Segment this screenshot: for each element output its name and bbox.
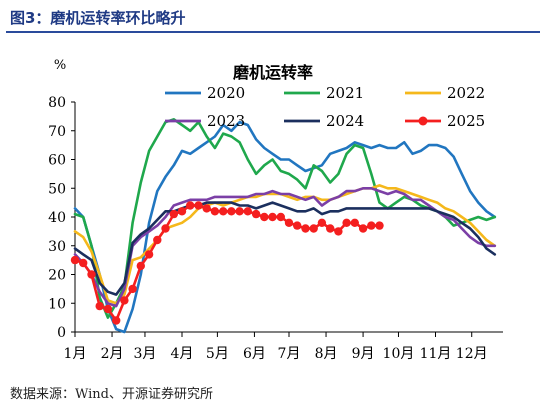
data-point-2025	[87, 270, 96, 279]
data-point-2025	[260, 212, 269, 222]
series-line-2022	[73, 184, 497, 305]
x-tick-label: 10月	[383, 346, 415, 362]
data-point-2025	[342, 218, 351, 227]
data-point-2025	[194, 201, 203, 210]
series-line-2023	[73, 187, 497, 308]
x-tick-label: 7月	[278, 346, 301, 362]
y-tick-label: 60	[48, 153, 66, 169]
x-tick-label: 12月	[456, 346, 488, 362]
x-tick-label: 9月	[352, 346, 375, 362]
legend: 2020 2021 2022 2023 2024 2025	[165, 84, 485, 130]
data-point-2025	[235, 207, 244, 216]
title-divider	[6, 31, 540, 33]
x-tick-label: 11月	[420, 346, 452, 362]
y-tick-label: 50	[48, 181, 66, 197]
data-point-2025	[112, 316, 121, 325]
legend-marker-2025	[418, 116, 428, 126]
data-point-2025	[219, 207, 228, 216]
line-chart: % 磨机运转率 0 10 20 30 40 50 60 70 80 1月 2月 3月 4月 5月 6月 7月 8…	[48, 58, 503, 362]
data-point-2025	[367, 221, 376, 230]
chart-title: 磨机运转率	[233, 63, 313, 82]
y-axis-unit: %	[54, 58, 66, 73]
source-note: 数据来源：Wind、开源证券研究所	[10, 387, 213, 402]
data-point-2025	[251, 209, 261, 219]
data-point-2025	[95, 301, 104, 311]
data-point-2025	[350, 218, 359, 227]
data-point-2025	[309, 224, 318, 233]
data-point-2025	[284, 218, 294, 227]
y-tick-label: 0	[57, 325, 66, 341]
data-point-2025	[103, 304, 113, 314]
series-lines	[70, 118, 497, 334]
data-point-2025	[186, 201, 195, 210]
data-point-2025	[276, 212, 285, 222]
x-tick-label: 5月	[206, 346, 229, 362]
axes: 0 10 20 30 40 50 60 70 80 1月 2月 3月 4月 5月 6月 7月 8月 9月 10月 11…	[48, 95, 503, 362]
data-point-2025	[227, 207, 236, 216]
data-point-2025	[177, 207, 187, 216]
data-point-2025	[358, 224, 368, 233]
data-point-2025	[268, 212, 277, 222]
data-point-2025	[243, 207, 252, 216]
data-point-2025	[144, 250, 154, 259]
data-point-2025	[317, 218, 327, 227]
data-point-2025	[161, 224, 170, 233]
figure-title: 图3：磨机运转率环比略升	[10, 9, 186, 27]
series-line-2025	[73, 204, 381, 322]
data-point-2025	[70, 255, 80, 265]
y-tick-label: 80	[48, 95, 66, 111]
data-point-2025	[334, 227, 343, 236]
data-point-2025	[136, 261, 145, 271]
data-point-2025	[120, 296, 129, 305]
y-tick-label: 10	[48, 296, 66, 312]
series-line-2021	[73, 118, 497, 319]
legend-label-2020: 2020	[207, 84, 245, 102]
series-line-2020	[73, 120, 497, 334]
x-tick-label: 6月	[243, 346, 266, 362]
legend-label-2022: 2022	[447, 84, 485, 102]
x-tick-label: 4月	[171, 346, 194, 362]
series-line-2024	[73, 201, 497, 296]
data-point-2025	[293, 221, 302, 230]
data-point-2025	[326, 224, 335, 233]
y-tick-label: 40	[48, 210, 66, 226]
x-tick-label: 2月	[101, 346, 124, 362]
x-tick-label: 3月	[134, 346, 157, 362]
legend-label-2024: 2024	[326, 112, 364, 130]
x-tick-label: 8月	[315, 346, 338, 362]
data-point-2025	[210, 207, 220, 216]
data-point-2025	[202, 204, 211, 213]
data-point-2025	[301, 224, 310, 233]
data-point-2025	[128, 284, 137, 294]
y-tick-label: 30	[48, 239, 66, 255]
y-tick-label: 70	[48, 124, 66, 140]
data-point-2025	[153, 235, 162, 245]
data-point-2025	[79, 258, 88, 268]
legend-label-2021: 2021	[326, 84, 364, 102]
x-tick-label: 1月	[64, 346, 87, 362]
y-tick-label: 20	[48, 268, 66, 284]
legend-label-2025: 2025	[447, 112, 485, 130]
data-point-2025	[169, 209, 178, 219]
legend-label-2023: 2023	[207, 112, 245, 130]
data-point-2025	[375, 221, 384, 230]
